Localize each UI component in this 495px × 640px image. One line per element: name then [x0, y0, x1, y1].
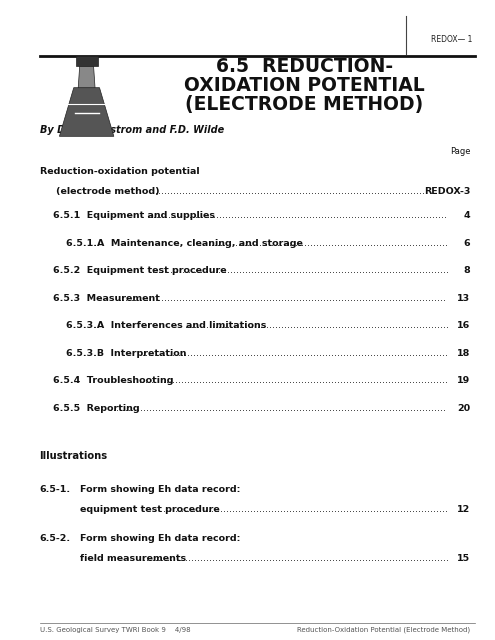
Text: ................................................................................: ........................................… — [147, 211, 447, 220]
Text: 6.5.3.B  Interpretation: 6.5.3.B Interpretation — [66, 349, 186, 358]
Text: ................................................................................: ........................................… — [151, 266, 448, 275]
Text: ................................................................................: ........................................… — [143, 554, 448, 563]
Text: Form showing Eh data record:: Form showing Eh data record: — [80, 534, 241, 543]
Text: 6.5.3  Measurement: 6.5.3 Measurement — [52, 294, 159, 303]
Text: ................................................................................: ........................................… — [110, 404, 446, 413]
Polygon shape — [76, 56, 98, 66]
Text: REDOX— 1: REDOX— 1 — [431, 35, 473, 44]
Text: 6.5.5  Reporting: 6.5.5 Reporting — [52, 404, 139, 413]
Text: 6: 6 — [464, 239, 470, 248]
Text: 16: 16 — [457, 321, 470, 330]
Text: equipment test procedure: equipment test procedure — [80, 505, 220, 514]
Polygon shape — [59, 88, 114, 136]
Text: 15: 15 — [457, 554, 470, 563]
Text: 13: 13 — [457, 294, 470, 303]
Text: 6.5.3.A  Interferences and limitations: 6.5.3.A Interferences and limitations — [66, 321, 266, 330]
Text: Illustrations: Illustrations — [40, 451, 108, 461]
Text: 6.5.2  Equipment test procedure: 6.5.2 Equipment test procedure — [52, 266, 226, 275]
Text: ................................................................................: ........................................… — [142, 349, 448, 358]
Text: OXIDATION POTENTIAL: OXIDATION POTENTIAL — [184, 76, 425, 95]
Text: 6.5.4  Troubleshooting: 6.5.4 Troubleshooting — [52, 376, 173, 385]
Text: By D.K. Nordstrom and F.D. Wilde: By D.K. Nordstrom and F.D. Wilde — [40, 125, 224, 135]
Text: Reduction-Oxidation Potential (Electrode Method): Reduction-Oxidation Potential (Electrode… — [297, 627, 470, 633]
Text: 6.5.1.A  Maintenance, cleaning, and storage: 6.5.1.A Maintenance, cleaning, and stora… — [66, 239, 302, 248]
Polygon shape — [78, 66, 95, 88]
Text: ................................................................................: ........................................… — [149, 187, 428, 196]
Text: (ELECTRODE METHOD): (ELECTRODE METHOD) — [185, 95, 424, 115]
Text: ................................................................................: ........................................… — [127, 376, 447, 385]
Text: 6.5  REDUCTION-: 6.5 REDUCTION- — [216, 57, 393, 76]
Text: field measurements: field measurements — [80, 554, 186, 563]
Text: 8: 8 — [463, 266, 470, 275]
Text: Page: Page — [450, 147, 470, 156]
Text: 12: 12 — [457, 505, 470, 514]
Text: U.S. Geological Survey TWRI Book 9    4/98: U.S. Geological Survey TWRI Book 9 4/98 — [40, 627, 190, 633]
Text: ................................................................................: ........................................… — [185, 321, 448, 330]
Text: 19: 19 — [457, 376, 470, 385]
Text: (electrode method): (electrode method) — [56, 187, 160, 196]
Text: ................................................................................: ........................................… — [116, 294, 446, 303]
Text: ................................................................................: ........................................… — [160, 505, 448, 514]
Text: Form showing Eh data record:: Form showing Eh data record: — [80, 485, 241, 494]
Text: 6.5.1  Equipment and supplies: 6.5.1 Equipment and supplies — [52, 211, 215, 220]
Text: 18: 18 — [457, 349, 470, 358]
Text: 6.5-1.: 6.5-1. — [40, 485, 71, 494]
Text: 6.5-2.: 6.5-2. — [40, 534, 71, 543]
Text: REDOX-3: REDOX-3 — [424, 187, 470, 196]
Text: Reduction-oxidation potential: Reduction-oxidation potential — [40, 167, 199, 176]
Text: 20: 20 — [457, 404, 470, 413]
Text: 4: 4 — [464, 211, 470, 220]
Text: ................................................................................: ........................................… — [199, 239, 448, 248]
